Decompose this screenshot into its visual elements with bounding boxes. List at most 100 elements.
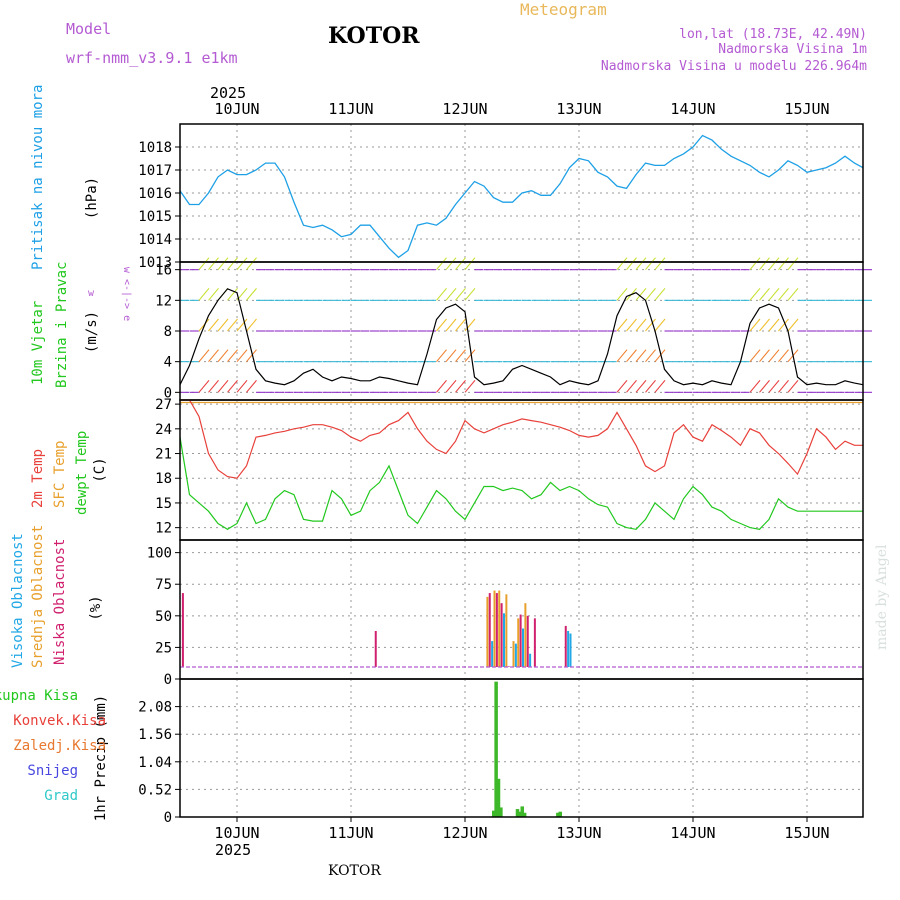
wind-barb [208, 379, 219, 393]
temperature-grid [180, 400, 863, 540]
cloud-bar-mid [505, 594, 508, 667]
wind-barb [455, 318, 466, 332]
date-label-bottom: 13JUN [556, 824, 601, 842]
wind-barb [759, 287, 770, 301]
cloud-bar-low [526, 615, 529, 667]
wind-barb [778, 349, 789, 363]
y-tick-label: 75 [155, 577, 172, 593]
date-label-top: 14JUN [670, 100, 715, 118]
wind-barb [236, 257, 248, 271]
wind-y-ticks: 0 4 8 12 16 [155, 263, 180, 401]
wind-unit: (m/s) [84, 311, 100, 353]
y-tick-label: 50 [155, 609, 172, 625]
wind-barb [654, 287, 666, 301]
date-label-top: 12JUN [442, 100, 487, 118]
y-tick-label: 27 [155, 397, 172, 413]
cloud-bar-high [514, 643, 517, 667]
wind-barb [749, 257, 761, 271]
wind-barb [455, 287, 466, 301]
y-tick-label: 1016 [138, 186, 172, 202]
wind-barb [227, 318, 238, 332]
wind-barb [464, 287, 476, 301]
precip-bar [492, 810, 496, 817]
low-cloud-ylabel: Niska Oblacnost [52, 539, 68, 665]
y-tick-label: 1018 [138, 140, 172, 156]
y-tick-label: 0 [164, 672, 172, 688]
wind-barb [217, 257, 229, 271]
precip-bars [492, 681, 562, 817]
y-tick-label: 0.52 [138, 782, 172, 798]
temperature-panel: 12 15 18 21 24 27 2m Temp SFC Temp dewpt Temp… [30, 397, 864, 541]
date-axis-bottom: 10JUN 11JUN 12JUN 13JUN 14JUN 15JUN [214, 817, 830, 842]
wind-barb [759, 257, 770, 271]
wind-barb [246, 287, 257, 301]
legend-freezing: Zaledj.Kisa [13, 738, 106, 754]
wind-barb [626, 349, 637, 363]
cloud-grid [180, 540, 863, 680]
precip-bar [522, 812, 527, 817]
watermark: made by Angel [874, 544, 890, 650]
wind-barb [246, 379, 257, 393]
precip-bar [518, 811, 522, 817]
wind-barb [778, 257, 789, 271]
wind-barb [198, 349, 210, 363]
pressure-panel: 1013 1014 1015 1016 1017 1018 Pritisak na niv… [30, 85, 864, 271]
y-tick-label: 2.08 [138, 700, 172, 716]
wind-barb [227, 379, 238, 393]
footer-station: KOTOR [328, 863, 381, 879]
wind-barb [787, 379, 799, 393]
temperature-frame [179, 399, 864, 541]
pressure-series-line [179, 134, 864, 259]
wind-barb [217, 379, 229, 393]
wind-grid [180, 262, 863, 400]
wind-barb [654, 257, 666, 271]
wind-barb [787, 318, 799, 332]
pressure-unit: (hPa) [84, 177, 100, 219]
wind-barb [246, 257, 257, 271]
wind-barb [445, 349, 457, 363]
model-label: Model [66, 20, 111, 38]
wind-barb [208, 257, 219, 271]
year-top: 2025 [210, 84, 246, 102]
wind-barb [436, 349, 447, 363]
cloud-bar-low [181, 593, 184, 667]
wind-barb [768, 379, 780, 393]
wind-barb [464, 318, 476, 332]
date-label-bottom: 12JUN [442, 824, 487, 842]
date-label-bottom: 14JUN [670, 824, 715, 842]
precip-bar [558, 811, 562, 817]
wind-barb [227, 287, 238, 301]
date-label-bottom: 11JUN [328, 824, 373, 842]
date-label-bottom: 10JUN [214, 824, 259, 842]
wind-barb [616, 287, 628, 301]
wind-ylabel-main: 10m Vjetar [30, 301, 46, 385]
wind-barb [436, 318, 447, 332]
cloud-bar-low [495, 593, 498, 667]
cloud-bar-high [491, 641, 494, 667]
wind-barb [455, 349, 466, 363]
wind-barb [635, 318, 647, 332]
wind-barb [635, 379, 647, 393]
cloud-bar-high [529, 653, 532, 667]
y-tick-label: 8 [164, 324, 172, 340]
date-label-top: 13JUN [556, 100, 601, 118]
cloud-bar-low [488, 593, 491, 667]
y-tick-label: 0 [164, 810, 172, 826]
y-tick-label: 15 [155, 496, 172, 512]
cloud-bar-mid [512, 641, 515, 667]
year-bottom: 2025 [215, 841, 251, 859]
wind-barb [464, 379, 476, 393]
wind-barb [654, 379, 666, 393]
y-tick-label: 25 [155, 640, 172, 656]
wind-barb [768, 349, 780, 363]
wind-barb [645, 287, 656, 301]
wind-barb [445, 379, 457, 393]
wind-barb [246, 318, 257, 332]
wind-barb [778, 287, 789, 301]
wind-barb [626, 379, 637, 393]
cloud-bar-mid [524, 603, 527, 667]
wind-barb [616, 257, 628, 271]
date-label-top: 11JUN [328, 100, 373, 118]
date-label-top: 15JUN [784, 100, 829, 118]
wind-barb [208, 349, 219, 363]
